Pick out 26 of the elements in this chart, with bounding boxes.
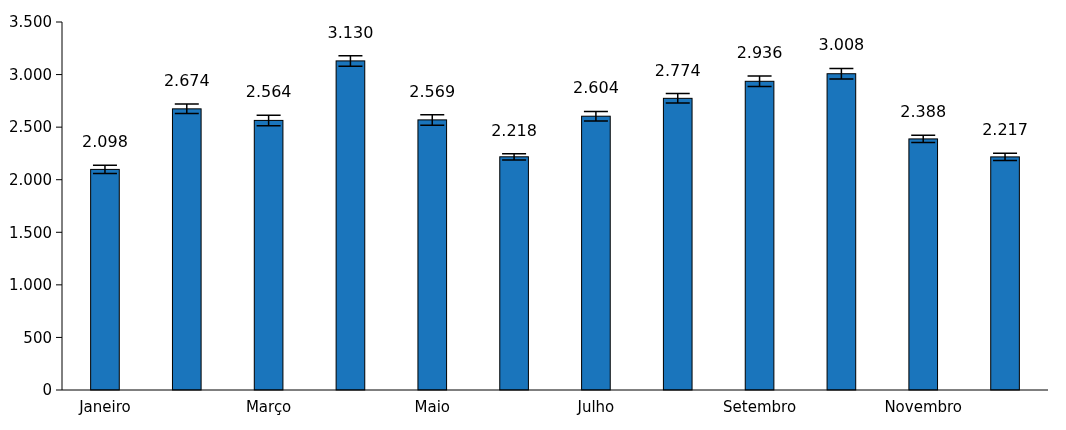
y-tick-label: 2.500: [9, 118, 52, 137]
data-label: 3.130: [327, 22, 374, 42]
data-label: 2.217: [982, 120, 1028, 140]
data-label: 2.604: [573, 78, 619, 98]
data-label: 2.774: [654, 60, 701, 80]
x-tick-label: Maio: [414, 398, 450, 416]
y-tick-label: 3.500: [9, 13, 52, 32]
y-tick-label: 0: [42, 381, 52, 400]
data-label: 2.936: [736, 43, 783, 63]
data-label: 2.098: [82, 132, 128, 152]
y-tick-label: 2.000: [9, 170, 52, 189]
data-label: 2.388: [900, 102, 947, 122]
data-label: 2.218: [491, 120, 537, 140]
x-tick-label: Setembro: [723, 398, 797, 416]
y-tick-label: 1.500: [9, 223, 52, 242]
data-label: 2.674: [163, 71, 210, 91]
y-tick-label: 3.000: [9, 65, 52, 84]
x-tick-label: Julho: [576, 398, 615, 416]
data-label: 2.564: [245, 82, 292, 102]
x-tick-label: Novembro: [884, 398, 963, 416]
x-tick-label: Março: [245, 398, 292, 416]
data-label: 3.008: [818, 35, 865, 55]
x-tick-label: Janeiro: [78, 398, 131, 416]
y-tick-label: 1.000: [9, 276, 52, 295]
y-tick-label: 500: [23, 328, 52, 347]
data-label: 2.569: [409, 81, 456, 101]
